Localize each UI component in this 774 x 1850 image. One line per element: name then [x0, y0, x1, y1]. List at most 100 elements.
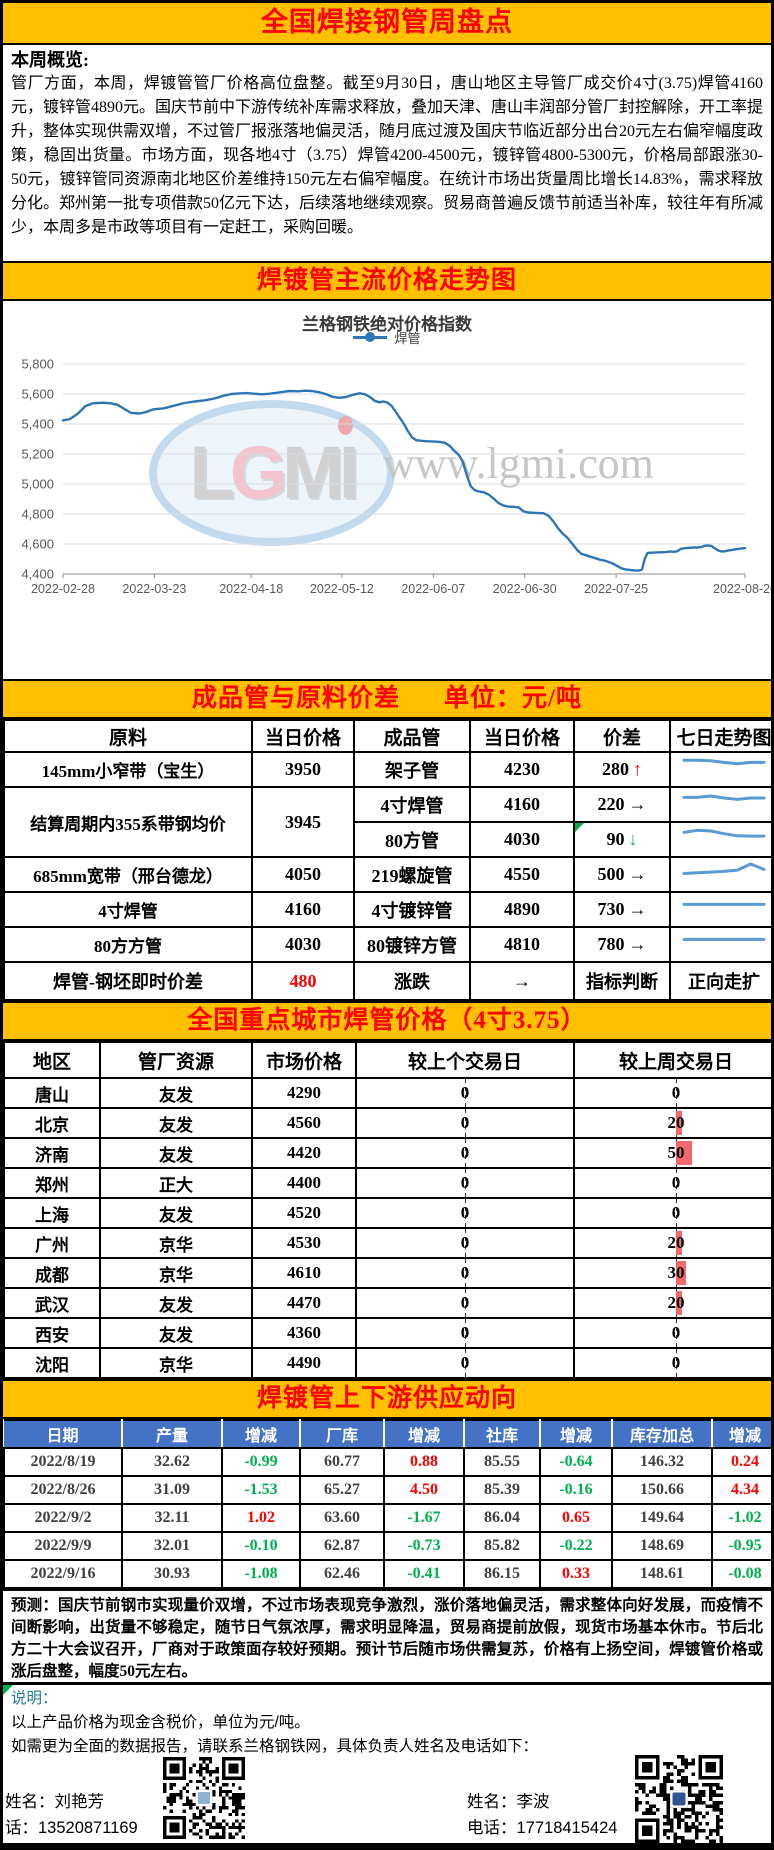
- cell-date: 2022/9/2: [3, 1503, 123, 1533]
- notes-label: 说明：: [11, 1690, 58, 1707]
- column-header: 价差: [573, 719, 671, 753]
- cell-value: -0.73: [383, 1531, 465, 1561]
- cell-material: 685mm宽带（邢台德龙）: [3, 856, 253, 893]
- cell-value: 0.65: [539, 1503, 613, 1533]
- cell-material-price: 3950: [251, 751, 355, 788]
- cell-vs-prev-day: 0: [355, 1317, 575, 1349]
- cell-value: 0.33: [539, 1559, 613, 1589]
- price-trend-chart-panel: 兰格钢铁绝对价格指数 焊管 LGMI www.lgmi.com 5,800 5,6…: [3, 301, 771, 613]
- cell-value: 4.50: [383, 1475, 465, 1505]
- column-header: 增减: [712, 1419, 771, 1449]
- city-price-table: 地区 管厂资源 市场价格 较上个交易日 较上周交易日 唐山 友发 4290 0 0 北京 友发 4560…: [3, 1041, 771, 1379]
- cell-sparkline: [669, 856, 771, 893]
- cell-vs-prev-day: 0: [355, 1287, 575, 1319]
- cell-value: -0.64: [539, 1447, 613, 1477]
- table-row: 80方管 4030 90 ↓: [4, 821, 771, 858]
- cell-date: 2022/9/9: [3, 1531, 123, 1561]
- cell-vs-prev-week: 30: [573, 1257, 771, 1289]
- table-row: 685mm宽带（邢台德龙） 4050 219螺旋管 4550 500 →: [3, 856, 771, 893]
- table-row: 上海 友发 4520 0 0: [3, 1197, 771, 1229]
- cell-material: 结算周期内355系带钢均价: [3, 786, 253, 858]
- diff-value: 90: [606, 829, 625, 849]
- right-arrow-icon: →: [628, 864, 647, 884]
- column-header: 库存加总: [612, 1419, 713, 1449]
- price-spread-table: 原料 当日价格 成品管 当日价格 价差 七日走势图 145mm小窄带（宝生） 3950 架子管 4…: [3, 719, 771, 1001]
- cell-city: 西安: [3, 1317, 101, 1349]
- cell-vs-prev-week: 20: [573, 1287, 771, 1319]
- cell-product: 80镀锌方管: [353, 926, 471, 963]
- cell-value: 85.39: [463, 1475, 541, 1505]
- cell-market-price: 4400: [251, 1167, 357, 1199]
- change-value: 0: [460, 1293, 470, 1312]
- change-value: 0: [460, 1353, 470, 1372]
- x-axis-tick-label: 2022-06-07: [401, 582, 465, 596]
- cell-market-price: 4490: [251, 1347, 357, 1379]
- cell-value: -0.10: [221, 1531, 301, 1561]
- qr-code-left: [163, 1757, 245, 1839]
- column-header: 管厂资源: [99, 1041, 253, 1079]
- cell-value: 30.93: [121, 1559, 223, 1589]
- cell-value: -0.41: [383, 1559, 465, 1589]
- cell-value: -1.02: [711, 1503, 771, 1533]
- forecast-text: 预测：国庆节前钢市实现量价双增，不过市场表现竞争激烈，涨价落地偏灵活，需求整体向…: [11, 1597, 763, 1680]
- column-header: 市场价格: [251, 1041, 357, 1079]
- cell-vs-prev-day: 0: [355, 1197, 575, 1229]
- column-header: 当日价格: [251, 719, 355, 753]
- logo-letter: M: [282, 431, 344, 514]
- cell-sparkline: [669, 926, 771, 963]
- cell-market-price: 4360: [251, 1317, 357, 1349]
- x-axis-tick-label: 2022-08-26: [713, 582, 774, 596]
- price-line-chart: 5,800 5,600 5,400 5,200 5,000 4,800 4,600 4,400…: [21, 357, 774, 597]
- cell-date: 2022/8/26: [3, 1475, 123, 1505]
- cell-value: 85.82: [463, 1531, 541, 1561]
- table3-title: 焊镀管上下游供应动向: [256, 1385, 517, 1412]
- change-value: 20: [667, 1293, 685, 1312]
- cell-material: 4寸焊管: [3, 891, 253, 928]
- table-row: 武汉 友发 4470 0 20: [3, 1287, 771, 1319]
- change-value: 0: [460, 1143, 470, 1162]
- cell-value: 85.55: [463, 1447, 541, 1477]
- cell-mill-source: 友发: [99, 1197, 253, 1229]
- cell-city: 成都: [3, 1257, 101, 1289]
- table1-title: 成品管与原料价差: [192, 685, 401, 712]
- table-row: 沈阳 京华 4490 0 0: [3, 1347, 771, 1379]
- cell-material-price: 4030: [251, 926, 355, 963]
- chart-section-title: 焊镀管主流价格走势图: [256, 267, 517, 294]
- cell-product-price: 4030: [469, 821, 575, 858]
- cell-mill-source: 友发: [99, 1317, 253, 1349]
- table2-header-row: 地区 管厂资源 市场价格 较上个交易日 较上周交易日: [3, 1041, 771, 1079]
- cell-vs-prev-week: 0: [573, 1347, 771, 1379]
- cell-value: -0.16: [539, 1475, 613, 1505]
- cell-value: 32.11: [121, 1503, 223, 1533]
- table1-footer-row: 焊管-钢坯即时价差 480 涨跌 → 指标判断 正向走扩: [3, 961, 771, 1001]
- data-bar: [676, 1291, 683, 1315]
- column-header: 成品管: [353, 719, 471, 753]
- cell-market-price: 4530: [251, 1227, 357, 1259]
- overview-section: 本周概览: 管厂方面，本周，焊镀管管厂价格高位盘整。截至9月30日，唐山地区主导…: [3, 45, 771, 261]
- change-value: 0: [460, 1323, 470, 1342]
- table2-header-bar: 全国重点城市焊管价格（4寸3.75）: [3, 1001, 771, 1041]
- cell-product: 80方管: [353, 821, 471, 858]
- change-value: 0: [671, 1173, 681, 1192]
- right-arrow-icon: →: [628, 934, 647, 954]
- column-header: 七日走势图: [669, 719, 771, 753]
- seven-day-sparkline: [682, 862, 766, 875]
- table-row: 145mm小窄带（宝生） 3950 架子管 4230 280 ↑: [3, 751, 771, 788]
- table-row: 2022/9/2 32.11 1.02 63.60 -1.67 86.04 0.65 149.…: [3, 1503, 771, 1533]
- right-arrow-icon: →: [628, 794, 647, 814]
- cell-city: 广州: [3, 1227, 101, 1259]
- cell-market-price: 4470: [251, 1287, 357, 1319]
- cell-mill-source: 正大: [99, 1167, 253, 1199]
- column-header: 较上周交易日: [573, 1041, 771, 1079]
- seven-day-sparkline: [682, 794, 766, 801]
- cell-vs-prev-day: 0: [355, 1167, 575, 1199]
- cell-product: 架子管: [353, 751, 471, 788]
- cell-sparkline: [669, 821, 771, 858]
- change-value: 0: [671, 1353, 681, 1372]
- data-bar: [676, 1231, 683, 1255]
- cell-value: 86.15: [463, 1559, 541, 1589]
- change-value: 0: [460, 1113, 470, 1132]
- y-axis-tick-label: 5,600: [21, 387, 54, 402]
- seven-day-sparkline: [682, 902, 766, 906]
- cell-value: -1.67: [383, 1503, 465, 1533]
